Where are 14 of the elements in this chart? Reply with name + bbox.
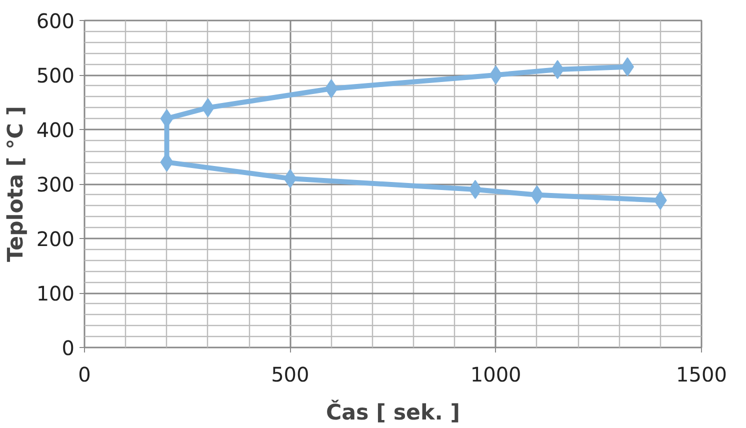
x-axis-title: Čas [ sek. ] [326,400,460,426]
y-tick-label: 400 [36,118,75,142]
x-tick-label: 500 [271,362,310,386]
y-axis-title: Teplota [ °C ] [3,106,28,262]
x-tick-label: 1500 [676,362,727,386]
x-tick-label: 0 [78,362,91,386]
y-tick-label: 0 [62,336,75,360]
y-tick-label: 500 [36,64,75,88]
y-tick-label: 600 [36,9,75,33]
y-tick-label: 100 [36,282,75,306]
x-tick-label: 1000 [470,362,522,386]
point [489,66,502,84]
y-tick-label: 200 [36,227,75,251]
y-tick-label: 300 [36,172,75,196]
